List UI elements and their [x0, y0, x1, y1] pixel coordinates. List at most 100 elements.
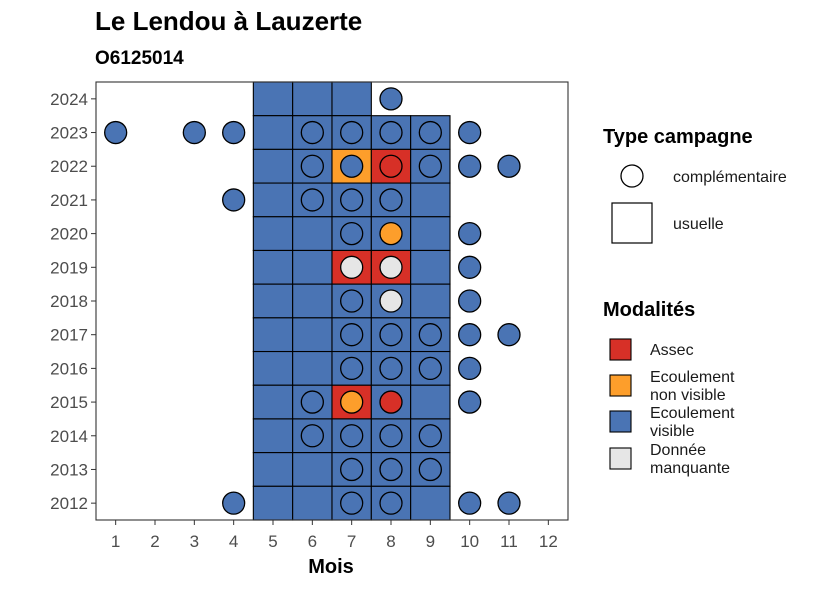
point-complementaire-2017-8 — [379, 323, 403, 347]
tile-usuelle-2013-6 — [292, 452, 333, 487]
x-tick-label-7: 7 — [347, 532, 356, 551]
tile-usuelle-2018-6 — [292, 283, 333, 319]
point-complementaire-2017-9 — [418, 323, 442, 347]
tile-usuelle-2012-5 — [252, 485, 294, 521]
x-tick-label-10: 10 — [460, 532, 479, 551]
point-complementaire-2020-10 — [458, 221, 482, 246]
legend-key-ecoulement-non-visible — [609, 374, 632, 397]
point-complementaire-2021-7 — [340, 188, 364, 212]
y-tick-label-2014: 2014 — [50, 427, 88, 446]
y-tick-label-2019: 2019 — [50, 258, 88, 277]
x-tick-label-5: 5 — [268, 532, 277, 551]
y-tick-label-2020: 2020 — [50, 225, 88, 244]
tile-usuelle-2024-5 — [252, 81, 294, 117]
point-complementaire-2014-8 — [379, 424, 403, 448]
y-tick-label-2023: 2023 — [50, 124, 88, 143]
legend-square-key — [611, 202, 653, 244]
tile-usuelle-2019-5 — [252, 249, 294, 285]
chart-subtitle: O6125014 — [95, 48, 184, 69]
legend-type-label-complementaire: complémentaire — [673, 169, 787, 186]
legend-type-title: Type campagne — [603, 126, 753, 148]
legend-circle-key — [620, 164, 644, 188]
y-tick-label-2012: 2012 — [50, 494, 88, 513]
tile-usuelle-2021-9 — [410, 182, 451, 218]
point-complementaire-2012-11 — [497, 491, 521, 515]
point-complementaire-2014-9 — [418, 424, 442, 448]
point-complementaire-2022-10 — [458, 154, 482, 178]
point-complementaire-2013-7 — [340, 457, 364, 482]
point-complementaire-2023-1 — [104, 120, 128, 145]
tile-usuelle-2018-9 — [410, 283, 451, 319]
point-complementaire-2018-10 — [458, 289, 482, 313]
x-tick-label-6: 6 — [308, 532, 317, 551]
point-complementaire-2016-9 — [418, 356, 442, 381]
tile-usuelle-2024-6 — [292, 81, 333, 117]
tile-usuelle-2015-5 — [252, 384, 294, 420]
legend-label-donn-e-manquante: Donnée manquante — [650, 442, 730, 477]
x-tick-label-4: 4 — [229, 532, 238, 551]
legend-key-donn-e-manquante — [609, 447, 632, 470]
tile-usuelle-2019-9 — [410, 249, 451, 285]
tile-usuelle-2012-9 — [410, 485, 451, 521]
legend-label-ecoulement-non-visible: Ecoulement non visible — [650, 369, 735, 404]
legend: Type campagne complémentaire usuelle Modali… — [603, 126, 787, 477]
point-complementaire-2012-4 — [222, 491, 246, 515]
point-complementaire-2018-8 — [379, 289, 403, 313]
plot-area — [104, 81, 521, 521]
legend-label-assec: Assec — [650, 342, 694, 359]
point-complementaire-2022-11 — [497, 154, 521, 178]
point-complementaire-2019-10 — [458, 255, 482, 279]
tile-usuelle-2020-5 — [252, 216, 294, 252]
x-tick-label-3: 3 — [190, 532, 199, 551]
tile-usuelle-2018-5 — [252, 283, 294, 319]
tile-usuelle-2016-6 — [292, 350, 333, 386]
point-complementaire-2021-8 — [379, 188, 403, 212]
tile-usuelle-2020-6 — [292, 216, 333, 252]
point-complementaire-2017-11 — [497, 323, 521, 347]
point-complementaire-2022-9 — [418, 154, 442, 178]
x-tick-label-2: 2 — [150, 532, 159, 551]
point-complementaire-2016-7 — [340, 356, 364, 381]
point-complementaire-2014-7 — [340, 424, 364, 448]
y-tick-label-2015: 2015 — [50, 393, 88, 412]
point-complementaire-2012-10 — [458, 491, 482, 515]
point-complementaire-2018-7 — [340, 289, 364, 313]
y-tick-label-2022: 2022 — [50, 157, 88, 176]
x-tick-label-8: 8 — [386, 532, 395, 551]
y-tick-label-2013: 2013 — [50, 460, 88, 479]
point-complementaire-2023-7 — [340, 120, 364, 145]
point-complementaire-2015-7 — [340, 390, 364, 414]
point-complementaire-2015-10 — [458, 390, 482, 414]
y-tick-label-2018: 2018 — [50, 292, 88, 311]
point-complementaire-2016-8 — [379, 356, 403, 381]
tile-usuelle-2019-6 — [292, 249, 333, 285]
point-complementaire-2022-8 — [379, 154, 403, 178]
point-complementaire-2012-7 — [340, 491, 364, 515]
tile-usuelle-2013-5 — [252, 452, 294, 487]
point-complementaire-2023-10 — [458, 120, 482, 145]
point-complementaire-2023-4 — [222, 120, 246, 145]
point-complementaire-2013-9 — [418, 457, 442, 482]
point-complementaire-2015-6 — [300, 390, 324, 414]
point-complementaire-2022-6 — [300, 154, 324, 178]
tile-usuelle-2021-5 — [252, 182, 294, 218]
tile-usuelle-2014-5 — [252, 418, 294, 454]
point-complementaire-2020-7 — [340, 221, 364, 246]
axes: 2012 2013 2014 2015 2016 2017 2018 2019 2020 2021… — [50, 90, 558, 551]
tile-usuelle-2022-5 — [252, 148, 294, 184]
y-tick-label-2021: 2021 — [50, 191, 88, 210]
point-complementaire-2012-8 — [379, 491, 403, 515]
point-complementaire-2017-10 — [458, 323, 482, 347]
point-complementaire-2023-3 — [182, 120, 206, 145]
point-complementaire-2020-8 — [379, 221, 403, 246]
point-complementaire-2014-6 — [300, 424, 324, 448]
tile-usuelle-2024-7 — [331, 81, 372, 117]
y-tick-label-2016: 2016 — [50, 359, 88, 378]
y-tick-label-2024: 2024 — [50, 90, 88, 109]
tile-usuelle-2015-9 — [410, 384, 451, 420]
legend-key-ecoulement-visible — [609, 410, 632, 433]
legend-key-assec — [609, 338, 632, 361]
tile-usuelle-2012-6 — [292, 485, 333, 521]
tile-usuelle-2017-5 — [252, 317, 294, 353]
